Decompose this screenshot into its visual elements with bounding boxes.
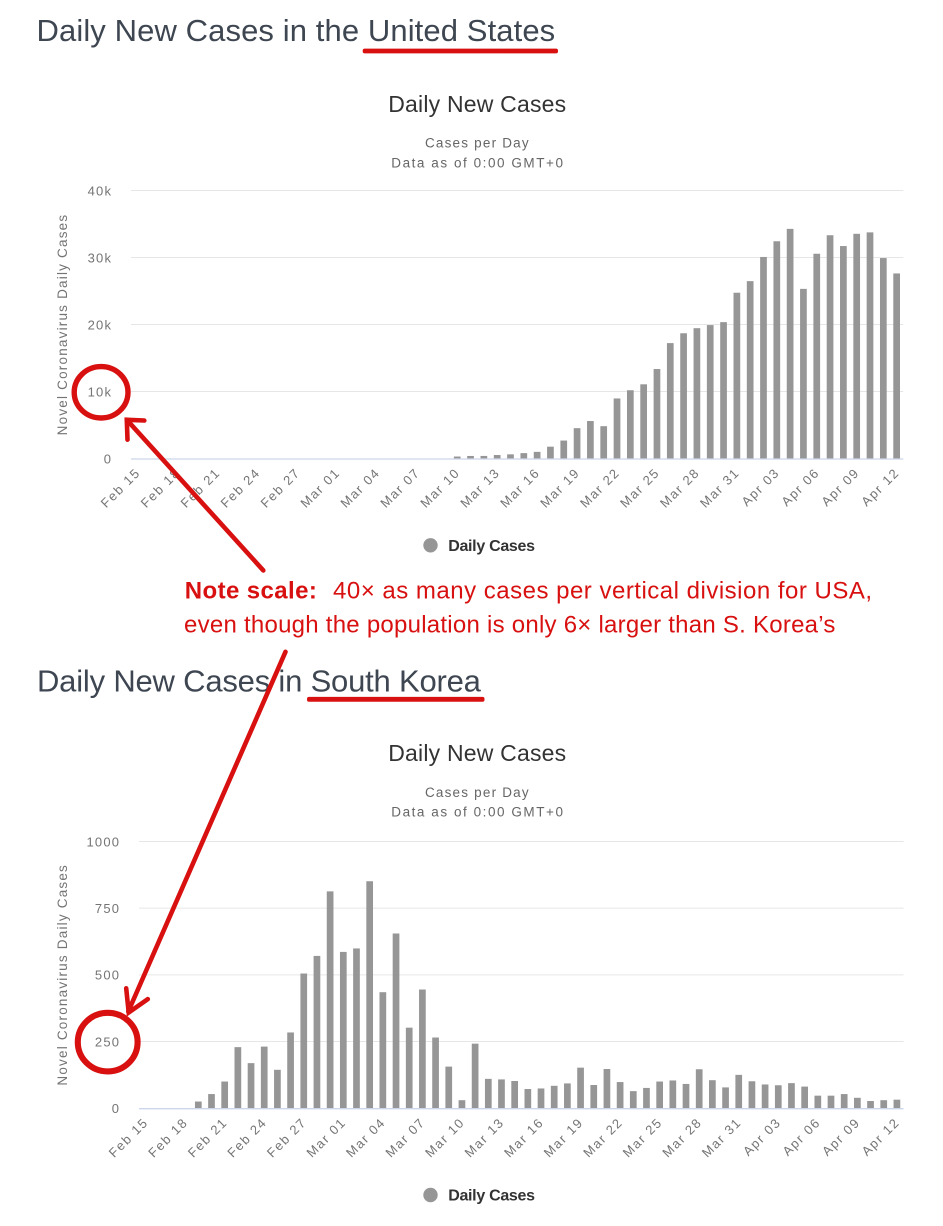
svg-text:Cases per Day: Cases per Day: [425, 785, 530, 800]
svg-text:Daily New Cases: Daily New Cases: [388, 740, 566, 766]
svg-text:30k: 30k: [88, 250, 113, 265]
svg-text:Data as of 0:00 GMT+0: Data as of 0:00 GMT+0: [391, 805, 564, 820]
svg-text:250: 250: [95, 1034, 120, 1049]
svg-text:40k: 40k: [88, 183, 113, 198]
svg-text:Daily Cases: Daily Cases: [448, 1188, 535, 1205]
svg-text:Novel Coronavirus Daily Cases: Novel Coronavirus Daily Cases: [55, 214, 70, 436]
svg-text:Daily Cases: Daily Cases: [448, 538, 535, 555]
svg-text:Novel Coronavirus Daily Cases: Novel Coronavirus Daily Cases: [55, 864, 70, 1086]
svg-text:0: 0: [112, 1101, 120, 1116]
svg-text:10k: 10k: [88, 384, 113, 399]
svg-text:500: 500: [95, 968, 120, 983]
svg-text:Daily New Cases in South Korea: Daily New Cases in South Korea: [37, 663, 482, 698]
svg-text:Cases per Day: Cases per Day: [425, 136, 530, 151]
svg-text:20k: 20k: [88, 317, 113, 332]
svg-text:750: 750: [95, 901, 120, 916]
svg-text:Daily New Cases: Daily New Cases: [388, 91, 566, 117]
svg-text:Note scale:40× as many cases p: Note scale: 40× as many cases per vertica…: [185, 578, 873, 605]
svg-text:Data as of 0:00 GMT+0: Data as of 0:00 GMT+0: [391, 155, 564, 170]
svg-text:1000: 1000: [86, 834, 120, 849]
svg-text:Daily New Cases in the United: Daily New Cases in the United States: [37, 13, 556, 48]
svg-text:even though the population is: even though the population is only 6× la…: [184, 612, 836, 639]
svg-text:0: 0: [104, 451, 112, 466]
